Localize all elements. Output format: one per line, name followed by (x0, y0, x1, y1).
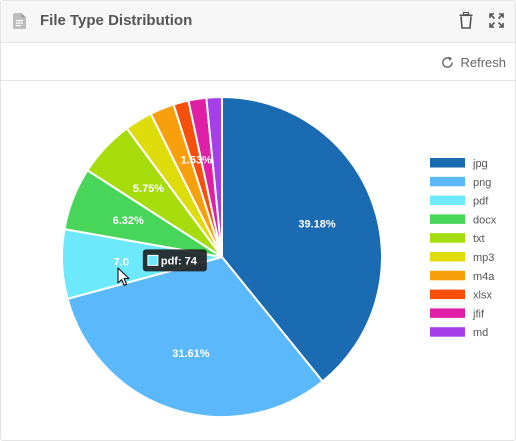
legend-swatch (430, 270, 465, 281)
legend-label: docx (473, 214, 497, 226)
legend-label: pdf (473, 196, 489, 208)
legend-swatch (430, 289, 465, 300)
file-icon (13, 13, 26, 29)
pie-labels: 39.18% 31.61% 7.0 6.32% 5.75% 1.53% (113, 155, 336, 360)
mouse-cursor-icon (117, 267, 130, 286)
refresh-label: Refresh (460, 54, 506, 70)
legend-item-txt[interactable]: txt (430, 233, 485, 245)
expand-icon[interactable] (489, 13, 504, 28)
legend-label: md (473, 327, 488, 339)
legend-swatch (430, 176, 465, 187)
data-label-png: 31.61% (172, 348, 210, 360)
legend-item-docx[interactable]: docx (430, 214, 497, 226)
tooltip-text: pdf: 74 (161, 255, 198, 267)
tooltip-box (142, 249, 207, 272)
legend-swatch (430, 252, 465, 262)
legend-label: png (473, 177, 491, 189)
refresh-button[interactable]: Refresh (441, 53, 506, 71)
pie-slices (61, 95, 383, 418)
legend-swatch (430, 195, 465, 206)
data-label-txt: 5.75% (133, 183, 164, 195)
data-label-pdf: 7.0 (114, 257, 129, 269)
legend: jpg png pdf docx txt mp3 m4a xlsx jfif md (430, 158, 497, 339)
tooltip: pdf: 74 (142, 249, 207, 272)
legend-item-mp3[interactable]: mp3 (430, 252, 494, 264)
legend-swatch (430, 327, 465, 337)
legend-item-jpg[interactable]: jpg (430, 158, 488, 170)
data-label-xlsx: 1.53% (181, 155, 212, 167)
legend-swatch (430, 214, 465, 224)
legend-swatch (430, 158, 465, 168)
pie-chart: 39.18% 31.61% 7.0 6.32% 5.75% 1.53% jpg png pdf… (61, 95, 497, 418)
legend-label: jfif (472, 308, 485, 320)
legend-item-jfif[interactable]: jfif (430, 308, 485, 320)
legend-label: jpg (472, 158, 488, 170)
legend-item-md[interactable]: md (430, 327, 488, 339)
legend-item-png[interactable]: png (430, 176, 491, 189)
pie-slice-png[interactable] (66, 255, 324, 418)
chart-toolbar: Refresh (1, 43, 515, 81)
data-label-docx: 6.32% (113, 215, 144, 227)
pie-slice-md[interactable] (205, 95, 223, 258)
legend-label: txt (473, 233, 485, 245)
legend-swatch (430, 308, 465, 318)
data-label-jpg: 39.18% (298, 218, 336, 230)
legend-label: xlsx (473, 290, 492, 302)
legend-item-xlsx[interactable]: xlsx (430, 289, 492, 302)
legend-swatch (430, 233, 465, 243)
panel-header: File Type Distribution (1, 1, 515, 43)
panel-title: File Type Distribution (40, 12, 193, 29)
pie-chart-area: 39.18% 31.61% 7.0 6.32% 5.75% 1.53% jpg png pdf… (1, 81, 515, 440)
pie-slice-jpg[interactable] (221, 95, 383, 383)
legend-item-m4a[interactable]: m4a (430, 270, 495, 283)
legend-label: m4a (473, 271, 495, 283)
trash-icon[interactable] (459, 12, 473, 29)
refresh-icon (441, 55, 454, 69)
tooltip-swatch (147, 254, 159, 266)
legend-label: mp3 (473, 252, 494, 264)
legend-item-pdf[interactable]: pdf (430, 195, 489, 208)
